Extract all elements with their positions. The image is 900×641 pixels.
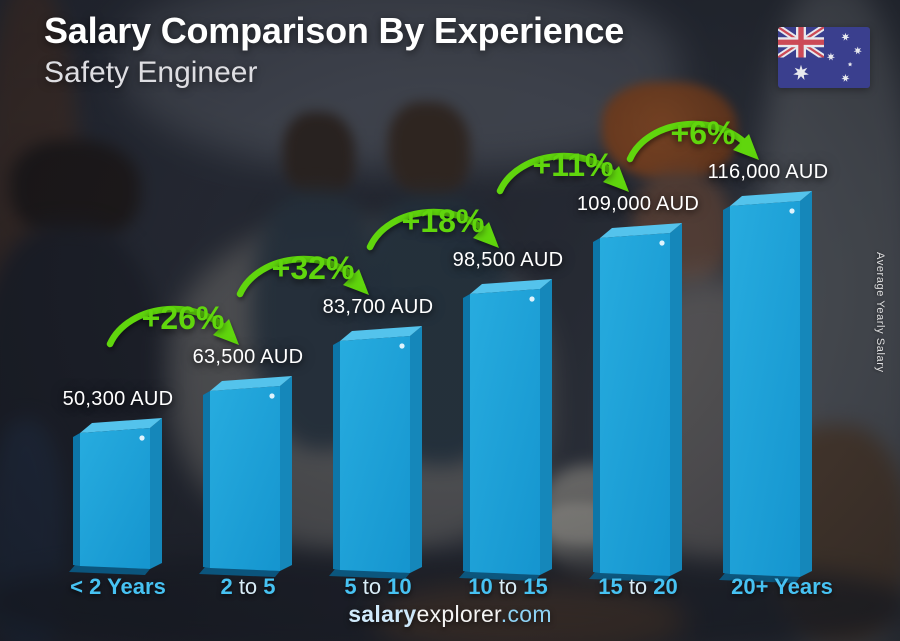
bar-top-face	[210, 376, 292, 391]
bar-foot-face	[589, 572, 670, 582]
page-subtitle: Safety Engineer	[44, 56, 258, 89]
arrowhead-icon	[473, 222, 499, 248]
bar-left-face	[73, 433, 80, 566]
arrowhead-icon	[733, 134, 759, 160]
bar-top-face	[470, 279, 552, 294]
bar-1	[69, 418, 162, 575]
category-label: 15 to 20	[598, 574, 678, 599]
growth-arc	[106, 305, 236, 348]
bar-front-face	[80, 428, 150, 569]
bar-front-face	[210, 386, 280, 571]
value-label: 63,500 AUD	[192, 346, 304, 368]
category-label: < 2 Years	[70, 574, 166, 599]
bar-front-face	[340, 336, 410, 573]
bar-foot-face	[329, 569, 410, 579]
bar-right-face	[410, 326, 422, 573]
bar-top-face	[80, 418, 162, 433]
southern-cross-star	[841, 32, 850, 41]
bar-top-face	[340, 326, 422, 341]
bar-right-face	[150, 418, 162, 569]
bar-left-face	[203, 391, 210, 568]
growth-arc	[626, 120, 756, 163]
bar-highlight-dot	[659, 240, 665, 246]
y-axis-label: Average Yearly Salary	[874, 252, 886, 373]
bar-foot-face	[459, 571, 540, 581]
pct-change-label: +32%	[271, 250, 355, 286]
pct-change-label: +18%	[401, 203, 485, 239]
bar-right-face	[670, 223, 682, 576]
commonwealth-star	[793, 64, 809, 80]
pct-change-label: +11%	[532, 147, 614, 183]
bar-highlight-dot	[269, 393, 275, 399]
southern-cross-star	[826, 52, 836, 61]
southern-cross-star	[847, 61, 853, 67]
header: Salary Comparison By Experience Safety E…	[44, 10, 624, 90]
bar-front-face	[730, 201, 800, 577]
bar-4	[459, 279, 552, 581]
category-label: 20+ Years	[731, 574, 833, 599]
value-label: 50,300 AUD	[62, 388, 174, 410]
australia-flag-icon	[778, 27, 870, 88]
value-label: 98,500 AUD	[452, 249, 564, 271]
pct-change-label: +6%	[670, 115, 736, 151]
bar-left-face	[723, 206, 730, 574]
category-label: 2 to 5	[220, 574, 276, 599]
growth-arc	[366, 208, 496, 251]
arrowhead-icon	[603, 166, 629, 192]
bar-highlight-dot	[789, 208, 795, 214]
union-jack	[778, 27, 824, 58]
bar-foot-face	[69, 565, 150, 575]
bar-5	[589, 223, 682, 582]
footer-brand-bold: salary	[348, 601, 417, 627]
footer-brand-regular: explorer	[416, 601, 501, 627]
pct-change-label: +26%	[141, 300, 225, 336]
bar-foot-face	[199, 567, 280, 577]
arrowhead-icon	[343, 269, 369, 295]
southern-cross-star	[841, 73, 850, 82]
bar-top-face	[600, 223, 682, 238]
footer-link[interactable]: salaryexplorer.com	[348, 601, 552, 627]
bar-2	[199, 376, 292, 577]
bar-front-face	[470, 289, 540, 575]
bar-left-face	[333, 341, 340, 570]
bar-right-face	[280, 376, 292, 571]
growth-arc	[496, 152, 626, 195]
footer-brand-suffix: .com	[500, 601, 552, 627]
bar-right-face	[540, 279, 552, 575]
southern-cross-star	[853, 46, 862, 55]
bar-highlight-dot	[139, 435, 145, 441]
bar-front-face	[600, 233, 670, 576]
category-label: 10 to 15	[468, 574, 548, 599]
bar-top-face	[730, 191, 812, 206]
value-label: 116,000 AUD	[707, 161, 829, 183]
site-footer: salaryexplorer.com	[0, 601, 900, 628]
bar-6	[719, 191, 812, 583]
bar-right-face	[800, 191, 812, 577]
bar-left-face	[593, 238, 600, 573]
category-label: 5 to 10	[344, 574, 412, 599]
bar-3	[329, 326, 422, 579]
bar-left-face	[463, 294, 470, 572]
value-label: 109,000 AUD	[576, 193, 700, 215]
bar-foot-face	[719, 573, 800, 583]
arrowhead-icon	[213, 319, 239, 345]
growth-arc	[236, 255, 366, 298]
page-title: Salary Comparison By Experience	[44, 10, 625, 51]
value-label: 83,700 AUD	[322, 296, 434, 318]
bar-highlight-dot	[529, 296, 535, 302]
bar-highlight-dot	[399, 343, 405, 349]
